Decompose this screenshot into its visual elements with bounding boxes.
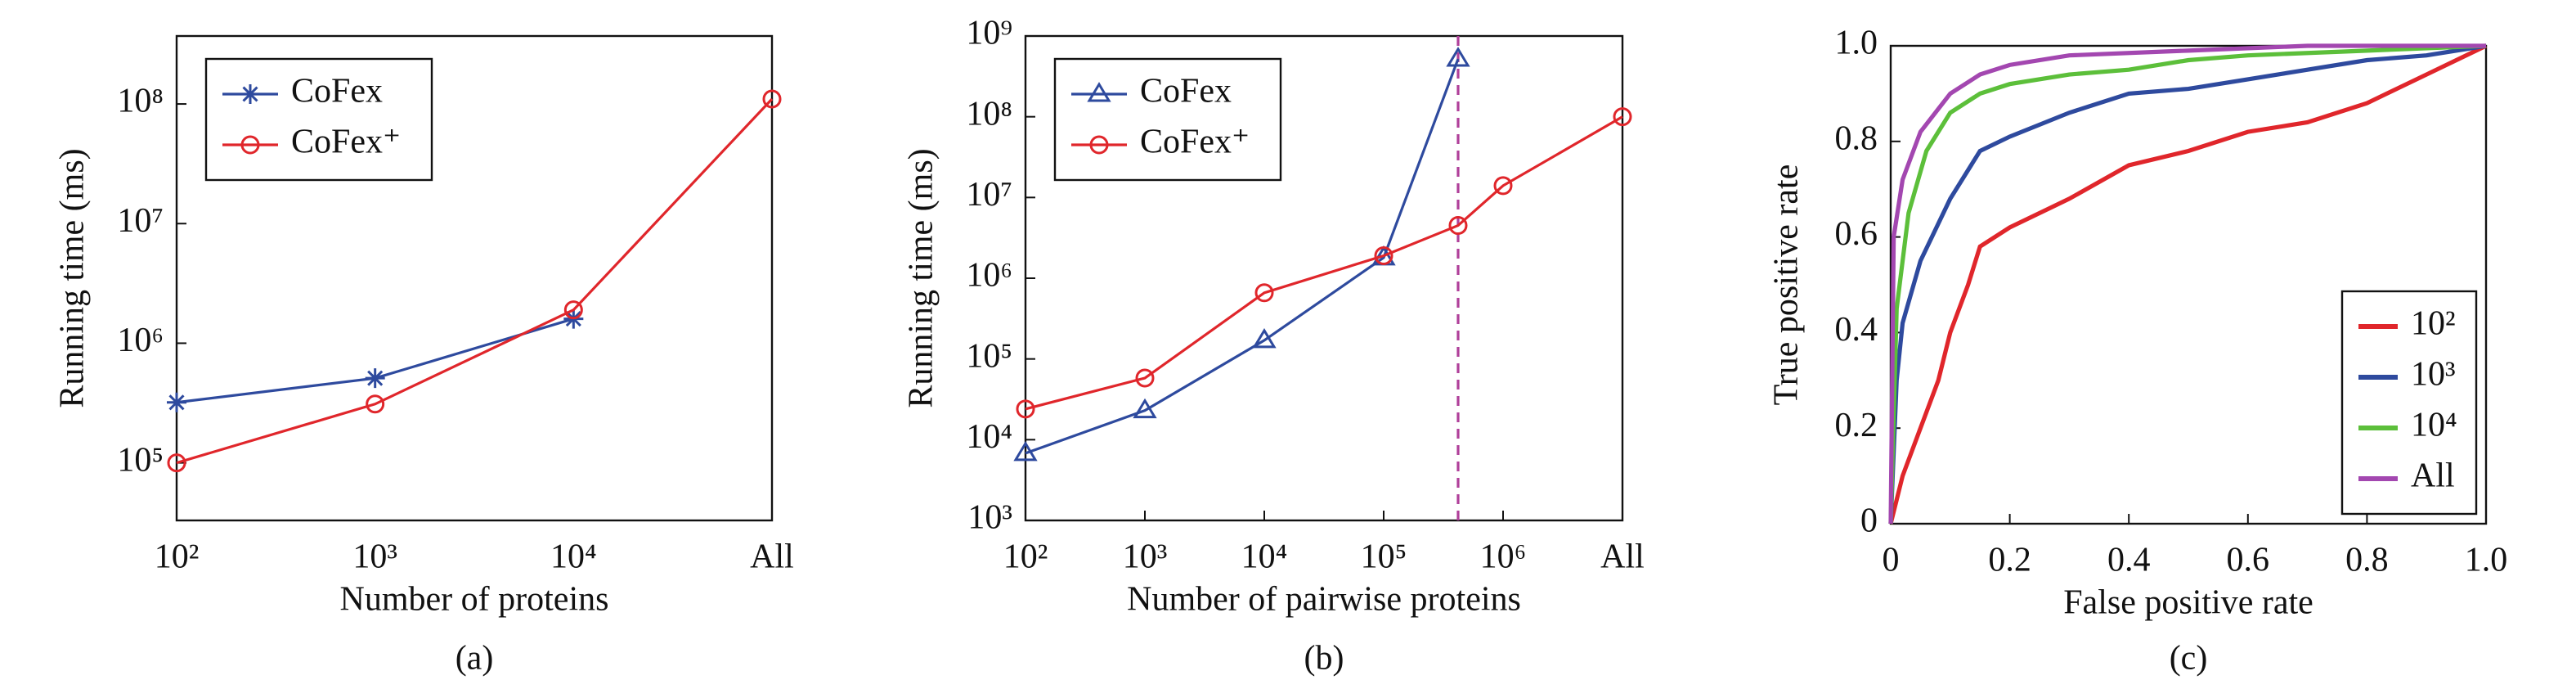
y-tick-label: 10⁷ bbox=[966, 176, 1012, 214]
y-tick-label: 10⁸ bbox=[966, 95, 1012, 133]
legend-marker bbox=[1089, 135, 1109, 155]
legend-label: CoFex bbox=[1140, 73, 1232, 110]
point bbox=[1493, 176, 1513, 196]
point bbox=[1133, 398, 1157, 419]
point bbox=[1613, 107, 1632, 127]
x-tick-label: 0 bbox=[1883, 542, 1900, 579]
point bbox=[365, 368, 385, 389]
x-tick-label: 0.4 bbox=[2107, 542, 2151, 579]
point bbox=[366, 394, 385, 414]
legend: CoFex CoFex⁺ bbox=[204, 57, 433, 182]
point bbox=[1448, 216, 1468, 236]
y-tick-label: 0.8 bbox=[1835, 119, 1878, 157]
y-tick-label: 10⁷ bbox=[117, 202, 164, 240]
point bbox=[167, 453, 186, 473]
y-tick-label: 10⁹ bbox=[966, 15, 1012, 52]
series-line bbox=[176, 317, 574, 404]
y-tick-label: 10⁵ bbox=[966, 337, 1012, 375]
point bbox=[563, 300, 583, 320]
legend-label: CoFex⁺ bbox=[1140, 124, 1250, 161]
legend-frame bbox=[204, 57, 433, 182]
point bbox=[1252, 328, 1277, 349]
y-axis-label: Running time (ms) bbox=[903, 148, 940, 408]
plot-frame bbox=[1889, 44, 2488, 525]
x-axis-label: Number of proteins bbox=[340, 581, 609, 619]
legend-label: 10⁴ bbox=[2411, 407, 2457, 444]
x-tick-label: 10⁶ bbox=[1480, 538, 1527, 576]
y-tick-label: 1.0 bbox=[1835, 25, 1878, 62]
legend-marker bbox=[240, 135, 260, 155]
series-line bbox=[1888, 43, 2488, 525]
x-tick-label: 10² bbox=[1003, 538, 1048, 576]
x-tick-label: 10² bbox=[155, 538, 200, 576]
x-tick-label: 10³ bbox=[1123, 538, 1168, 576]
series-line bbox=[1888, 43, 2486, 525]
series-line bbox=[1888, 43, 2487, 525]
y-tick-label: 10⁴ bbox=[966, 418, 1012, 456]
y-tick-label: 0.6 bbox=[1835, 215, 1878, 253]
point bbox=[167, 392, 186, 412]
x-tick-label: 10⁵ bbox=[1361, 538, 1407, 576]
point bbox=[1135, 368, 1155, 388]
point bbox=[1446, 47, 1470, 67]
x-tick-label: 10³ bbox=[352, 538, 397, 576]
legend-frame bbox=[1053, 57, 1282, 182]
y-tick-label: 10⁵ bbox=[117, 441, 164, 479]
panel-caption: (a) bbox=[456, 640, 494, 678]
series-line bbox=[1025, 115, 1623, 411]
y-axis-label: Running time (ms) bbox=[54, 148, 92, 408]
legend-label: CoFex⁺ bbox=[291, 124, 401, 161]
x-tick-label: 0.2 bbox=[1988, 542, 2031, 579]
y-tick-label: 0.2 bbox=[1835, 407, 1878, 444]
y-tick-label: 0 bbox=[1860, 502, 1878, 540]
y-tick-label: 10⁶ bbox=[117, 322, 164, 359]
y-tick-label: 10³ bbox=[967, 499, 1012, 537]
point bbox=[1254, 283, 1274, 303]
point bbox=[1374, 245, 1393, 265]
legend-label: 10² bbox=[2411, 305, 2456, 343]
plot-frame bbox=[175, 34, 774, 522]
legend-label: 10³ bbox=[2411, 356, 2456, 394]
series-line bbox=[1888, 43, 2487, 525]
point bbox=[762, 89, 782, 109]
y-tick-label: 0.4 bbox=[1835, 311, 1878, 349]
x-tick-label: 10⁴ bbox=[1241, 538, 1288, 576]
x-tick-label: All bbox=[1600, 538, 1645, 576]
series-line bbox=[1025, 58, 1460, 455]
panel-caption: (c) bbox=[2170, 640, 2208, 678]
y-axis-label: True positive rate bbox=[1768, 164, 1806, 406]
legend-marker bbox=[240, 84, 260, 104]
y-tick-label: 10⁸ bbox=[117, 83, 164, 120]
x-tick-label: 0.6 bbox=[2227, 542, 2270, 579]
panel-caption: (b) bbox=[1304, 640, 1344, 678]
point bbox=[1013, 440, 1038, 462]
x-axis-label: Number of pairwise proteins bbox=[1127, 581, 1521, 619]
x-tick-label: All bbox=[750, 538, 794, 576]
legend-label: All bbox=[2411, 457, 2455, 495]
x-axis-label: False positive rate bbox=[2063, 584, 2313, 622]
x-tick-label: 0.8 bbox=[2345, 542, 2389, 579]
legend-label: CoFex bbox=[291, 73, 383, 110]
legend: 10² 10³ 10⁴ All bbox=[2340, 290, 2478, 516]
series-line bbox=[176, 97, 774, 465]
y-tick-label: 10⁶ bbox=[966, 257, 1012, 295]
x-tick-label: 1.0 bbox=[2465, 542, 2508, 579]
legend-marker bbox=[1087, 82, 1111, 102]
legend: CoFex CoFex⁺ bbox=[1053, 57, 1282, 182]
point bbox=[1016, 399, 1035, 419]
x-tick-label: 10⁴ bbox=[550, 538, 597, 576]
